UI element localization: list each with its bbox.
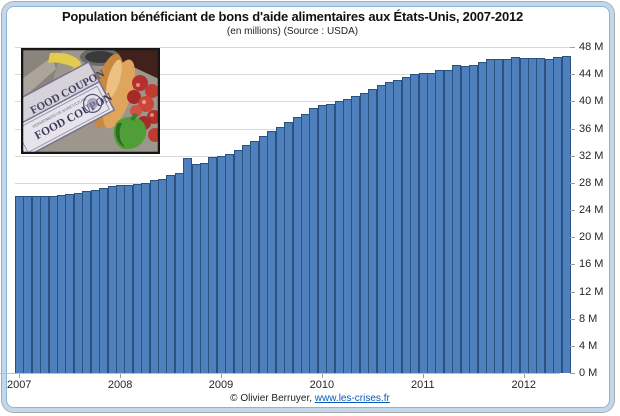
grid-line	[15, 47, 570, 48]
y-axis-tick	[570, 155, 575, 157]
x-axis-tick	[19, 374, 21, 378]
x-axis-label: 2009	[208, 379, 234, 391]
x-axis-label: 2010	[309, 379, 335, 391]
y-axis-tick	[570, 237, 575, 239]
y-axis-label: 48 M	[579, 41, 604, 53]
x-axis-label: 2008	[107, 379, 133, 391]
footer-credit: © Olivier Berruyer, www.les-crises.fr	[0, 393, 620, 404]
y-axis-label: 24 M	[579, 204, 604, 216]
photo-border	[22, 49, 159, 153]
y-axis-label: 28 M	[579, 176, 604, 189]
x-axis-line	[0, 373, 560, 374]
x-axis-tick	[422, 374, 424, 378]
y-axis-label: 16 M	[579, 258, 604, 271]
y-axis-tick	[570, 345, 575, 347]
y-axis-label: 40 M	[579, 95, 604, 108]
y-axis-label: 36 M	[579, 122, 604, 135]
banana	[48, 52, 83, 71]
y-axis-tick	[570, 210, 575, 211]
x-axis-label: 2007	[6, 379, 32, 391]
x-axis-tick	[221, 374, 223, 378]
tomatoes	[127, 75, 159, 142]
grid-line	[15, 74, 570, 76]
y-axis-label: 0 M	[579, 367, 598, 379]
y-axis-label: 12 M	[579, 285, 604, 298]
plot-area	[15, 47, 571, 373]
copyright-text: © Olivier Berruyer,	[230, 393, 313, 404]
y-axis-tick	[570, 264, 575, 266]
chart-subtitle: (en millions) (Source : USDA)	[226, 26, 359, 37]
x-axis-tick	[321, 374, 323, 378]
y-axis-label: 32 M	[579, 149, 604, 162]
les-crises-link[interactable]: www.les-crises.fr	[314, 393, 390, 404]
food-coupons-photo: FOOD COUPON FOOD COUPON DEPARTMENT OF AG…	[21, 48, 160, 154]
y-axis-tick	[570, 182, 575, 184]
y-axis-tick	[570, 318, 575, 320]
y-axis-tick	[570, 47, 575, 48]
y-axis-label: 4 M	[579, 339, 598, 352]
y-axis-tick	[570, 373, 575, 374]
x-axis-label: 2011	[411, 379, 435, 391]
grid-line	[15, 101, 570, 103]
food-coupons: FOOD COUPON FOOD COUPON DEPARTMENT OF AG…	[22, 60, 116, 153]
x-axis-tick	[523, 374, 525, 378]
green-pepper	[113, 113, 147, 150]
y-axis-tick	[570, 101, 575, 103]
y-axis-label: 8 M	[579, 312, 598, 325]
photo-dark-corner	[92, 49, 159, 79]
x-axis-label: 2012	[511, 379, 536, 391]
y-axis-tick	[570, 291, 575, 293]
y-axis-label: 20 M	[579, 231, 604, 244]
y-axis-tick	[570, 74, 575, 76]
bar	[561, 55, 571, 373]
chart-title: Population bénéficiant de bons d'aide al…	[61, 9, 524, 24]
y-axis-label: 44 M	[579, 68, 604, 81]
chart-outer-frame	[2, 2, 614, 412]
y-axis-tick	[570, 128, 575, 130]
x-axis-tick	[120, 374, 122, 378]
